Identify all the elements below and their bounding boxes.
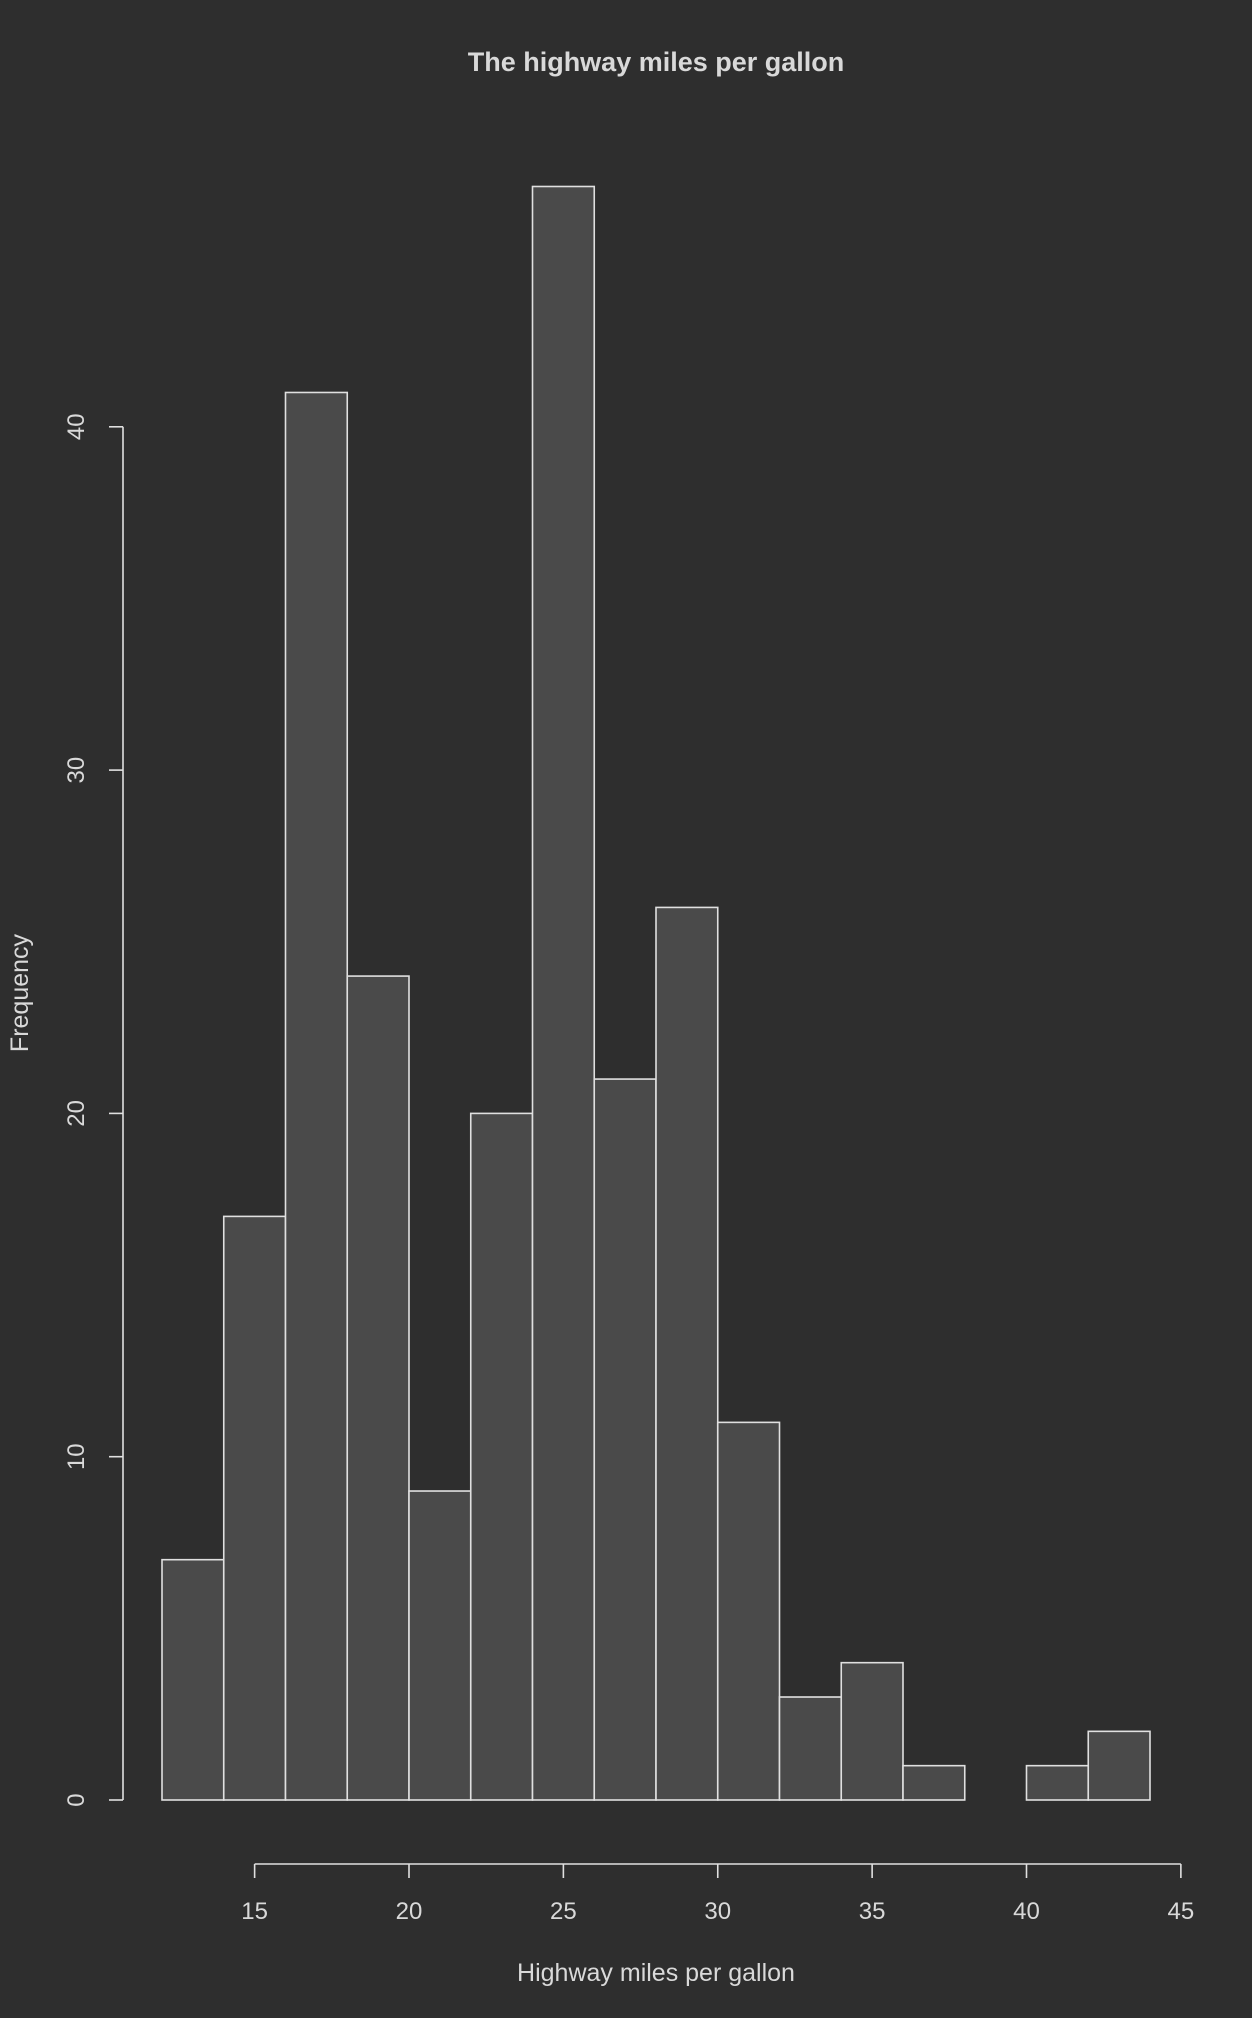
histogram-bar: [346, 975, 410, 1801]
x-tick-label: 45: [1168, 1898, 1195, 1925]
y-tick-label: 30: [63, 757, 90, 784]
histogram-bar: [1087, 1730, 1151, 1801]
x-tick-label: 30: [704, 1898, 731, 1925]
x-axis: 15 20 25 30 35 40 45: [241, 1863, 1195, 1925]
x-axis-label: Highway miles per gallon: [517, 1959, 795, 1987]
y-tick-label: 40: [63, 413, 90, 440]
histogram-bar: [840, 1661, 904, 1801]
y-axis: 0 10 20 30 40: [63, 413, 124, 1807]
histogram-bar: [655, 906, 719, 1801]
x-tick-label: 35: [859, 1898, 886, 1925]
histogram-bar: [469, 1112, 534, 1801]
x-tick-label: 15: [241, 1898, 268, 1925]
histogram-bar: [531, 185, 596, 1801]
histogram-bar: [161, 1558, 225, 1801]
y-tick-label: 0: [63, 1793, 90, 1806]
x-tick-label: 20: [396, 1898, 423, 1925]
y-axis-label: Frequency: [6, 933, 34, 1052]
histogram-bar: [1025, 1764, 1090, 1801]
x-tick-label: 25: [550, 1898, 577, 1925]
histogram-bar: [902, 1764, 966, 1801]
chart-title: The highway miles per gallon: [468, 47, 845, 77]
y-tick-label: 20: [63, 1100, 90, 1127]
histogram-bar: [716, 1421, 781, 1801]
histogram-bar: [593, 1078, 657, 1801]
histogram-bar: [284, 391, 349, 1801]
bars-group: [161, 185, 1151, 1801]
y-tick-label: 10: [63, 1443, 90, 1470]
histogram-bar: [778, 1696, 843, 1801]
histogram-bar: [408, 1490, 472, 1801]
x-tick-label: 40: [1013, 1898, 1040, 1925]
histogram-bar: [222, 1215, 287, 1801]
